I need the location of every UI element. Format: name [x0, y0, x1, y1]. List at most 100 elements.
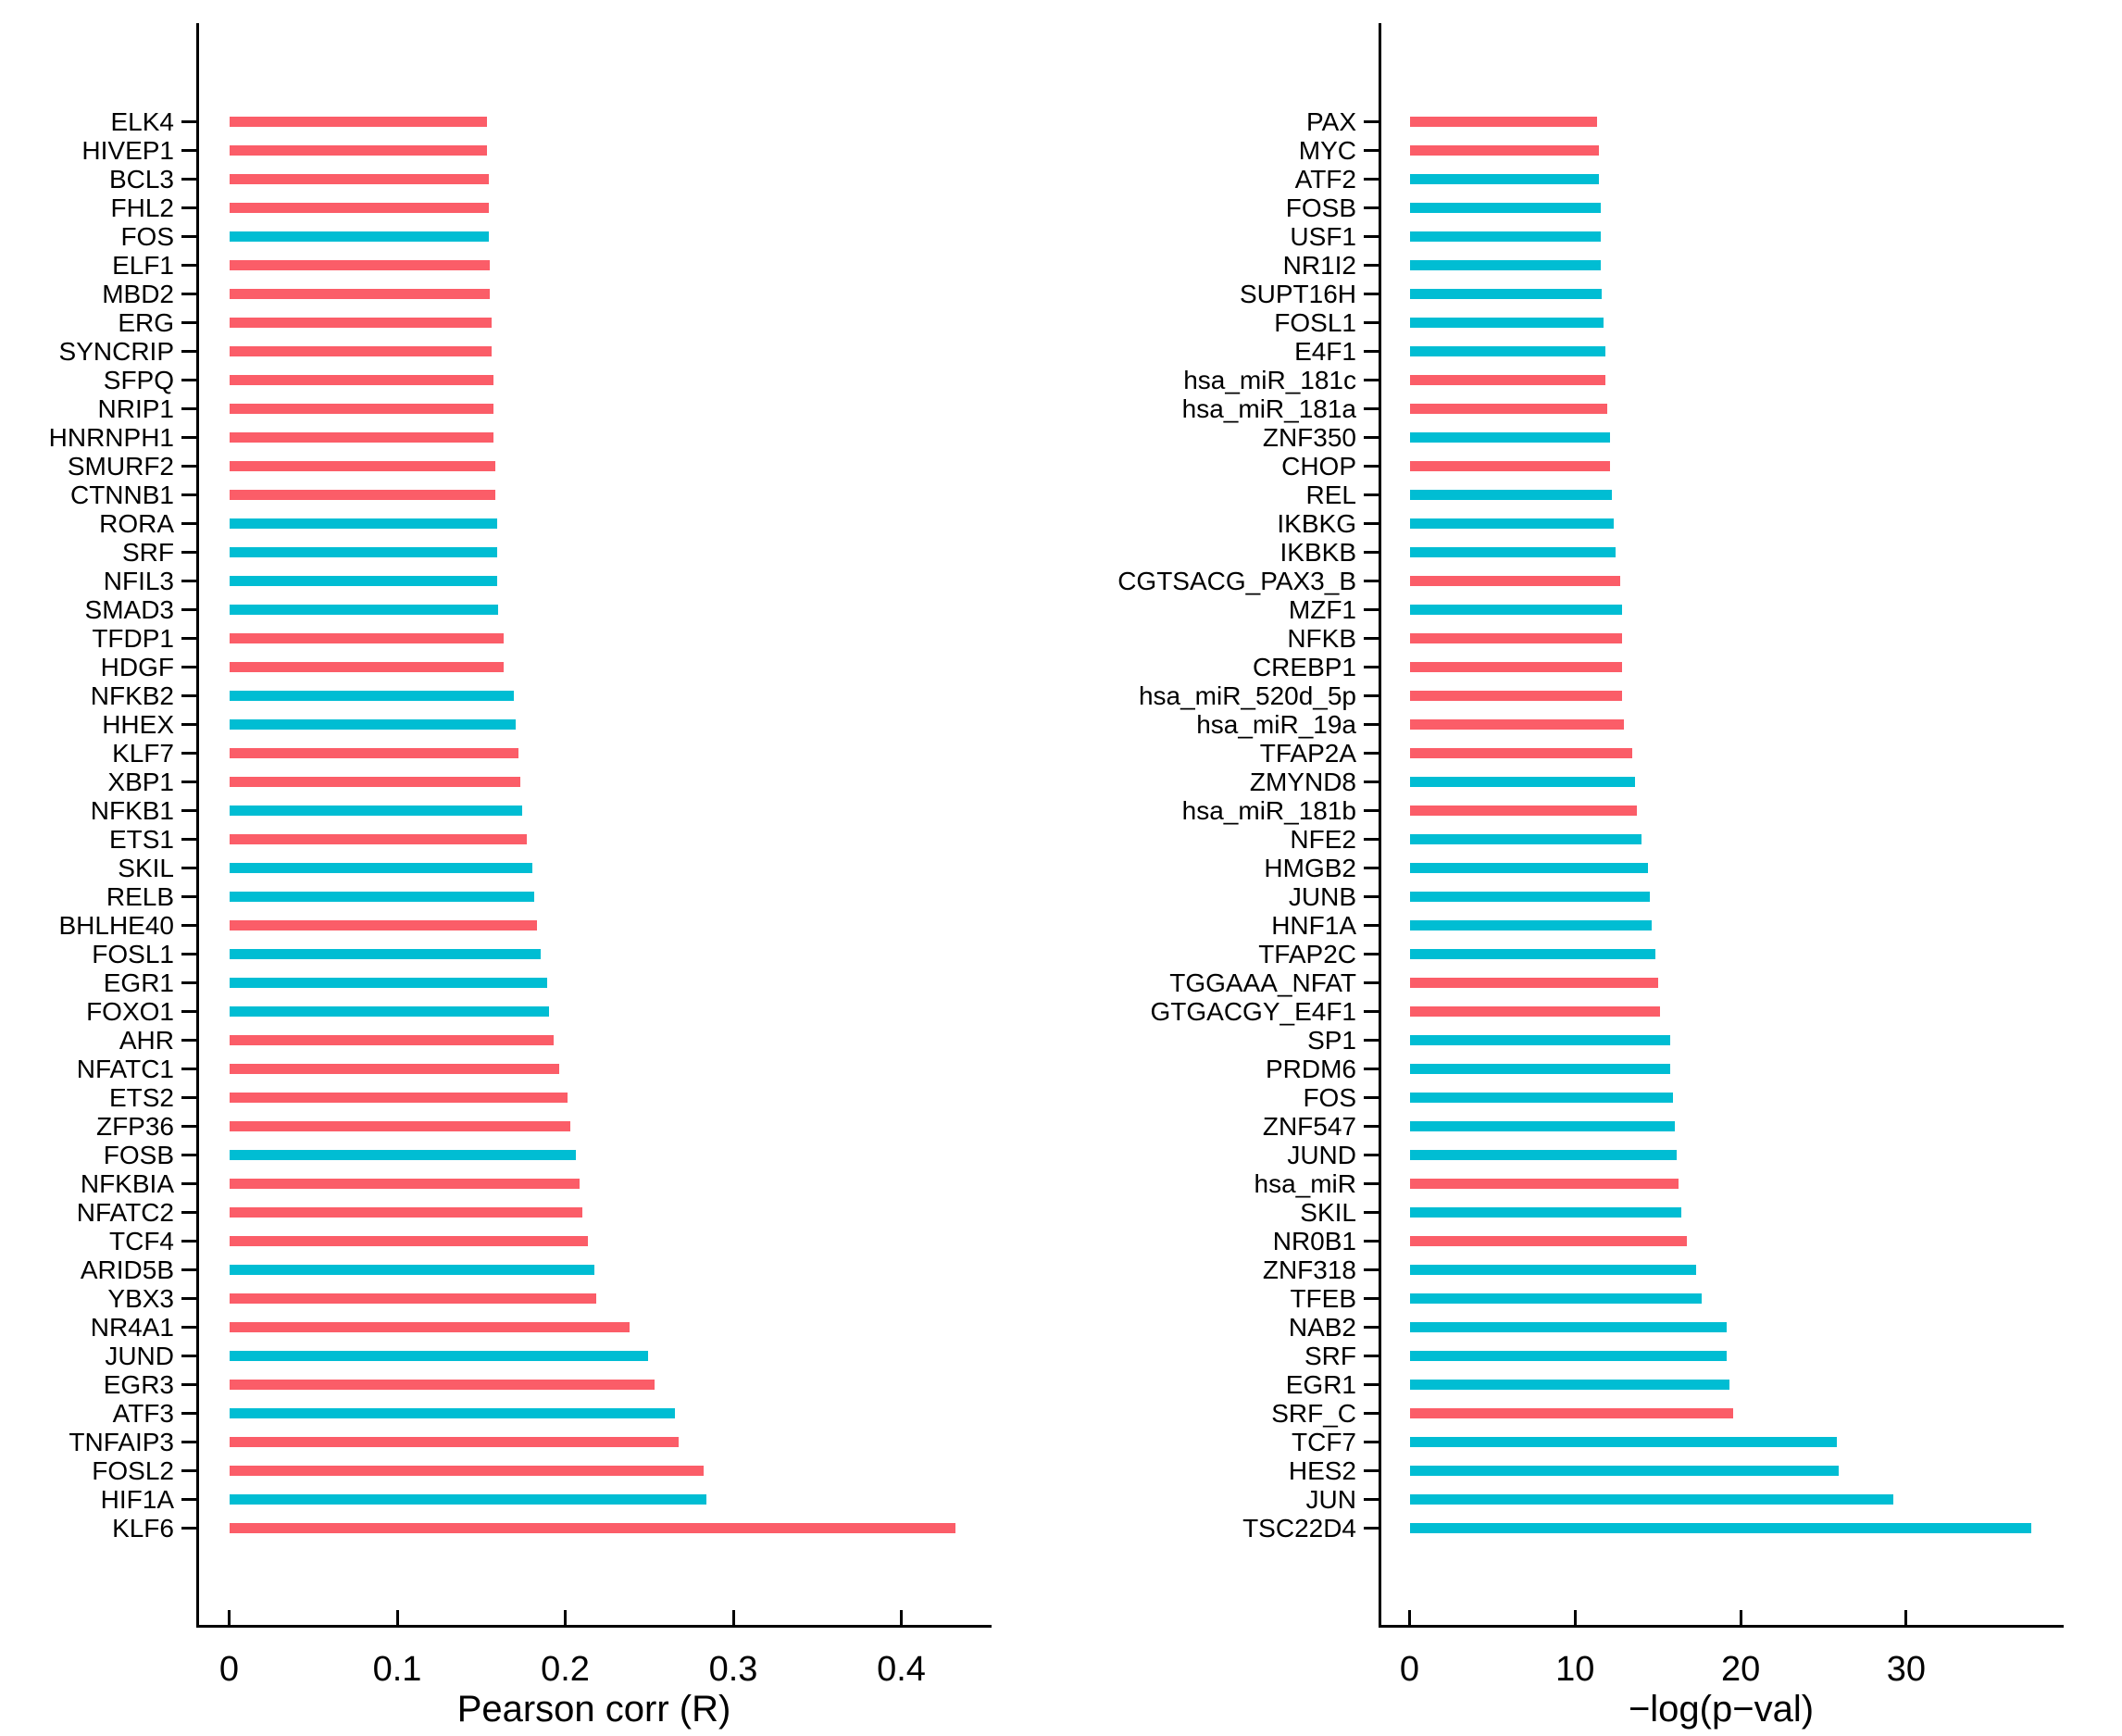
- x-tick-label: 0: [218, 1650, 240, 1689]
- bar-row: FHL2: [0, 194, 2122, 222]
- y-tick-mark: [1364, 320, 1379, 324]
- bar: [229, 518, 497, 529]
- y-tick-mark: [181, 579, 196, 582]
- x-axis-title: Pearson corr (R): [456, 1689, 731, 1730]
- y-tick-mark: [181, 780, 196, 783]
- bar-row: ELF1: [0, 251, 2122, 280]
- bar: [229, 345, 492, 356]
- bar-row: SRF: [0, 1342, 2122, 1370]
- bar-row: ZNF547: [0, 1112, 2122, 1141]
- y-tick-mark: [181, 1526, 196, 1530]
- y-tick-mark: [181, 837, 196, 841]
- bar: [229, 259, 490, 270]
- y-tick-label: TFAP2C: [1258, 939, 1356, 968]
- y-tick-mark: [1364, 550, 1379, 554]
- y-tick-mark: [181, 751, 196, 755]
- y-tick-label: SKIL: [118, 853, 174, 882]
- bar-row: ZFP36: [0, 1112, 2122, 1141]
- y-tick-mark: [181, 292, 196, 295]
- bar-row: IKBKG: [0, 509, 2122, 538]
- bar-row: HMGB2: [0, 854, 2122, 882]
- bar-row: FOSL2: [0, 1456, 2122, 1485]
- y-tick-label: hsa_miR_181a: [1181, 393, 1356, 423]
- y-tick-mark: [1364, 148, 1379, 152]
- bar: [1409, 1235, 1687, 1246]
- bar: [1409, 1321, 1727, 1332]
- bar-row: FOSL1: [0, 940, 2122, 968]
- bar-row: HHEX: [0, 710, 2122, 739]
- y-tick-label: SRF: [1304, 1341, 1356, 1370]
- y-tick-label: NRIP1: [97, 393, 174, 423]
- bar-row: BHLHE40: [0, 911, 2122, 940]
- y-tick-mark: [181, 493, 196, 496]
- bar: [1409, 460, 1610, 471]
- y-tick-mark: [181, 1440, 196, 1443]
- y-tick-label: HIF1A: [100, 1484, 174, 1514]
- y-tick-label: SUPT16H: [1239, 279, 1356, 308]
- y-tick-label: TNFAIP3: [69, 1427, 174, 1456]
- y-tick-label: SKIL: [1300, 1197, 1356, 1227]
- bar-row: ETS2: [0, 1083, 2122, 1112]
- bar-row: MZF1: [0, 595, 2122, 624]
- bar: [229, 1493, 706, 1505]
- bar: [1409, 288, 1602, 299]
- y-tick-mark: [1364, 636, 1379, 640]
- bar: [1409, 518, 1614, 529]
- y-tick-label: hsa_miR_181b: [1181, 795, 1356, 825]
- y-tick-label: REL: [1305, 480, 1356, 509]
- bar-row: NRIP1: [0, 394, 2122, 423]
- y-tick-mark: [1364, 1153, 1379, 1156]
- bar-row: ATF3: [0, 1399, 2122, 1428]
- bar-row: HIVEP1: [0, 136, 2122, 165]
- bar-row: NR0B1: [0, 1227, 2122, 1255]
- x-tick-mark: [1739, 1610, 1742, 1625]
- y-tick-mark: [181, 1067, 196, 1070]
- bar: [229, 632, 504, 643]
- x-tick-label: 0.2: [541, 1650, 590, 1689]
- bar: [229, 1293, 596, 1304]
- bar-row: hsa_miR_181a: [0, 394, 2122, 423]
- bar: [1409, 891, 1650, 902]
- y-tick-label: SMURF2: [67, 451, 174, 481]
- y-tick-label: PAX: [1306, 106, 1356, 136]
- y-tick-label: TCF7: [1292, 1427, 1356, 1456]
- bar: [1409, 144, 1599, 156]
- y-tick-mark: [181, 378, 196, 381]
- y-tick-mark: [181, 808, 196, 812]
- bar: [1409, 1465, 1839, 1476]
- y-tick-mark: [181, 952, 196, 955]
- bar-row: hsa_miR_19a: [0, 710, 2122, 739]
- y-tick-mark: [1364, 234, 1379, 238]
- y-tick-label: ETS2: [108, 1082, 174, 1112]
- y-tick-label: IKBKB: [1279, 537, 1356, 567]
- y-tick-mark: [1364, 866, 1379, 869]
- bar: [1409, 116, 1597, 127]
- y-tick-label: SRF: [122, 537, 174, 567]
- y-tick-mark: [181, 1210, 196, 1214]
- bar: [1409, 1264, 1696, 1275]
- bar: [229, 1407, 675, 1418]
- bar: [229, 1379, 655, 1390]
- y-tick-mark: [1364, 521, 1379, 525]
- bar: [1409, 1293, 1702, 1304]
- bar: [1409, 1178, 1679, 1189]
- y-tick-label: HMGB2: [1264, 853, 1356, 882]
- y-tick-mark: [181, 1325, 196, 1329]
- y-tick-label: ATF3: [112, 1398, 174, 1428]
- y-tick-label: KLF6: [112, 1513, 174, 1542]
- y-tick-mark: [1364, 1354, 1379, 1357]
- bar: [229, 1522, 955, 1533]
- y-tick-label: FOXO1: [86, 996, 174, 1026]
- bar-row: KLF6: [0, 1514, 2122, 1542]
- y-tick-label: FOSB: [1285, 193, 1356, 222]
- y-tick-label: NR0B1: [1272, 1226, 1356, 1255]
- y-tick-mark: [181, 607, 196, 611]
- y-tick-mark: [1364, 980, 1379, 984]
- y-tick-label: AHR: [119, 1025, 174, 1055]
- y-tick-mark: [1364, 1038, 1379, 1042]
- y-tick-mark: [181, 263, 196, 267]
- bar-row: YBX3: [0, 1284, 2122, 1313]
- y-tick-label: HNRNPH1: [48, 422, 174, 452]
- y-tick-label: FOS: [120, 221, 174, 251]
